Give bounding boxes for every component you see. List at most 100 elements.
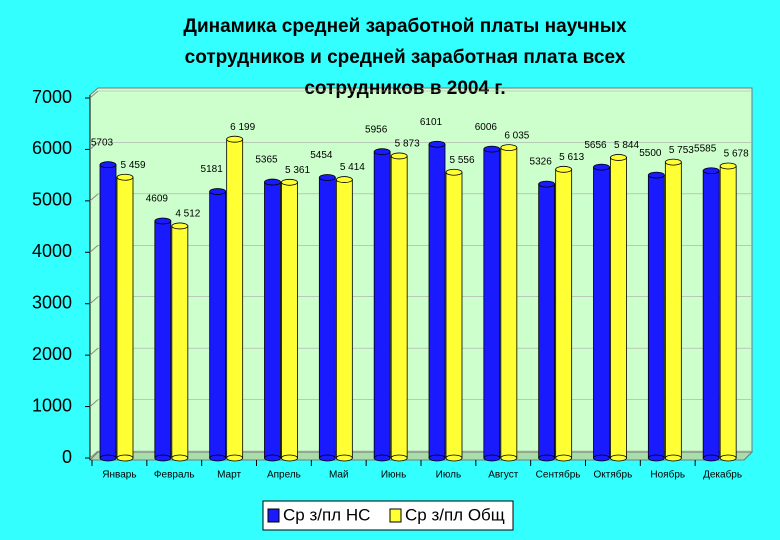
- y-tick-label: 7000: [32, 87, 72, 107]
- bar-top: [318, 174, 336, 181]
- bar-bottom: [373, 454, 391, 462]
- value-label: 5 873: [395, 139, 420, 150]
- bar-body: [428, 143, 446, 459]
- value-label: 5 613: [559, 152, 584, 163]
- chart-title: сотрудников в 2004 г.: [304, 78, 505, 99]
- bar-top: [154, 217, 172, 225]
- bar: [335, 176, 353, 462]
- bar-body: [390, 155, 408, 459]
- bar-top: [281, 178, 298, 186]
- bar-body: [226, 138, 244, 459]
- bar-body: [610, 157, 627, 459]
- y-tick-label: 3000: [32, 292, 72, 312]
- bar-bottom: [318, 454, 336, 462]
- value-label: 6 199: [230, 122, 255, 133]
- y-tick-label: 4000: [32, 241, 72, 261]
- bar-body: [116, 176, 134, 459]
- value-label: 5 459: [120, 160, 145, 171]
- x-tick-label: Январь: [102, 470, 136, 481]
- bar-body: [538, 183, 556, 459]
- bar-top: [647, 171, 665, 179]
- grid-line: [89, 193, 99, 202]
- bar-bottom: [171, 454, 189, 462]
- bar: [116, 173, 134, 462]
- plot-floor: [88, 451, 754, 461]
- x-tick-label: Апрель: [267, 470, 301, 481]
- bar-top: [428, 140, 446, 148]
- legend-label: Ср з/пл Общ: [405, 505, 505, 524]
- bar-body: [664, 161, 682, 459]
- bar: [719, 162, 737, 462]
- bar: [373, 148, 391, 462]
- value-label: 5 361: [285, 165, 310, 176]
- bar: [99, 161, 117, 462]
- bar-body: [555, 168, 573, 459]
- bar: [226, 135, 244, 462]
- bar-bottom: [445, 454, 463, 462]
- value-label: 5 678: [724, 149, 749, 160]
- bar-bottom: [647, 454, 665, 462]
- value-label: 5585: [694, 143, 717, 154]
- bar-top: [500, 144, 518, 152]
- bar-body: [445, 171, 463, 459]
- value-label: 4609: [146, 194, 169, 205]
- bar-bottom: [281, 454, 298, 462]
- grid-line: [89, 450, 99, 459]
- bar-bottom: [610, 454, 627, 462]
- bar-top: [702, 167, 720, 175]
- bar-top: [373, 148, 391, 156]
- value-label: 5454: [310, 150, 333, 161]
- bar-top: [226, 135, 244, 143]
- grid-line: [89, 347, 99, 356]
- bar-top: [719, 162, 737, 170]
- bar-body: [209, 191, 227, 459]
- value-label: 5326: [530, 157, 553, 168]
- bar-body: [593, 166, 610, 459]
- bar-top: [445, 168, 463, 176]
- bar-body: [99, 164, 117, 459]
- legend-swatch: [267, 508, 280, 523]
- legend-box: [262, 500, 514, 531]
- bar-bottom: [483, 454, 501, 462]
- chart-title: Динамика средней заработной платы научны…: [183, 16, 627, 37]
- bar-body: [373, 151, 391, 459]
- bar-top: [483, 145, 501, 153]
- legend-swatch: [389, 508, 402, 523]
- bar-bottom: [555, 454, 573, 462]
- bar-top: [209, 188, 227, 195]
- bar-top: [390, 152, 408, 160]
- value-label: 4 512: [175, 209, 200, 220]
- x-tick-label: Декабрь: [703, 469, 742, 481]
- value-label: 5703: [91, 137, 114, 148]
- bar-body: [500, 147, 518, 459]
- bar: [702, 167, 720, 462]
- grid-line: [89, 142, 99, 150]
- value-label: 5 844: [614, 140, 639, 151]
- value-label: 5 753: [669, 145, 694, 156]
- grid-line: [89, 90, 99, 99]
- bar-body: [171, 225, 189, 459]
- bar: [500, 144, 518, 462]
- value-label: 6006: [475, 122, 498, 133]
- x-tick-label: Май: [329, 470, 349, 481]
- bar: [610, 154, 627, 462]
- y-tick-label: 5000: [32, 190, 72, 210]
- bar-top: [593, 163, 610, 171]
- bar: [209, 188, 227, 462]
- y-tick-label: 2000: [32, 344, 72, 364]
- bar-bottom: [593, 454, 610, 462]
- value-label: 6 035: [504, 130, 529, 141]
- grid-line: [89, 399, 99, 407]
- bar-top: [99, 161, 117, 169]
- bar: [428, 140, 446, 462]
- bar-body: [281, 181, 298, 459]
- bar-bottom: [500, 454, 518, 462]
- x-tick-label: Март: [217, 470, 241, 481]
- bar-body: [483, 148, 501, 459]
- bar-bottom: [226, 454, 244, 462]
- value-label: 5500: [639, 148, 662, 159]
- bar-top: [264, 178, 281, 186]
- bar-bottom: [116, 454, 134, 462]
- bar: [154, 217, 172, 462]
